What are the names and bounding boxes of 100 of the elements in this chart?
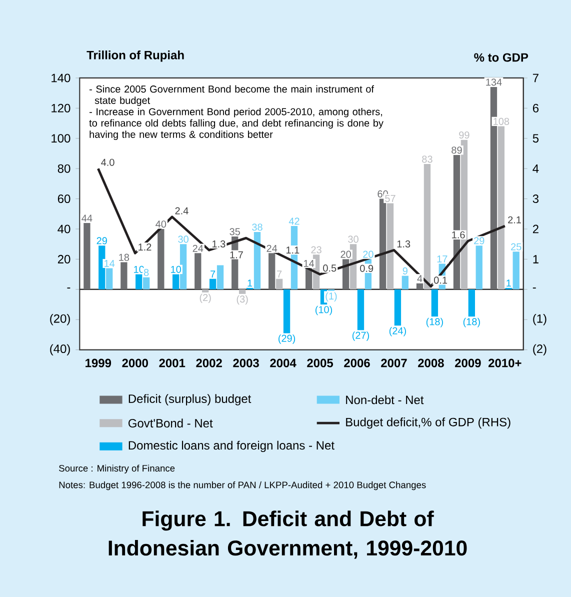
text: Figure 1. Deficit and Debt of Indonesian Government, 1999-2010 (108, 510, 467, 559)
y2-tick-label: - (532, 288, 536, 289)
x-tick-label: 2000 (122, 358, 148, 368)
data-label: 40 (155, 220, 166, 228)
data-label: 25 (510, 243, 522, 250)
annotation: - Since 2005 Government Bond become the main instrument of state budget (89, 85, 374, 106)
bar (431, 289, 438, 317)
data-label: (10) (315, 306, 332, 316)
data-label: 1.3 (397, 240, 410, 248)
bar (498, 126, 504, 290)
y2-tick-label: 6 (532, 104, 538, 112)
x-tick-label: 2002 (196, 358, 222, 368)
bar (416, 283, 423, 290)
y-tick-label: 60 (58, 194, 70, 204)
data-label: (18) (463, 318, 480, 328)
y2-tick-label: (2) (532, 344, 546, 356)
data-label: 30 (178, 236, 188, 243)
data-label: 20 (362, 250, 374, 258)
data-label: 17 (437, 256, 448, 262)
data-label: 108 (493, 118, 509, 125)
line-series (96, 167, 506, 288)
data-label: 99 (458, 131, 470, 139)
x-tick-label: 2004 (270, 358, 296, 368)
data-label: 1.6 (452, 231, 465, 238)
y-tick-label: 120 (51, 104, 70, 112)
data-label: (1) (326, 292, 337, 302)
y2-tick-label: 5 (532, 134, 538, 143)
y2-axis-title: % to GDP (474, 53, 528, 62)
bar (268, 253, 275, 290)
data-label: 44 (81, 214, 92, 222)
bar (254, 232, 260, 290)
bar (424, 164, 430, 290)
data-label: 83 (422, 156, 432, 163)
x-tick-label: 2005 (306, 358, 333, 368)
data-label: (3) (236, 295, 248, 305)
bar (386, 203, 394, 290)
y2-tick-label: (1) (532, 314, 546, 326)
legend-label: Deficit (surplus) budget (128, 394, 251, 406)
data-label: (18) (426, 318, 443, 328)
data-label: 29 (474, 237, 484, 244)
y-tick-label: (40) (50, 344, 70, 356)
data-label: 29 (96, 237, 107, 244)
bar (202, 289, 208, 292)
bar (142, 277, 150, 290)
data-label: 57 (384, 195, 396, 202)
y2-tick-label: 2 (532, 224, 538, 234)
x-tick-label: 2008 (418, 358, 444, 368)
y2-tick-label: 7 (532, 74, 538, 82)
bar (468, 289, 475, 317)
data-label: 4.0 (100, 158, 114, 166)
bar (120, 262, 128, 290)
bar (357, 289, 364, 330)
data-label: (2) (200, 294, 211, 304)
annotation: - Increase in Government Bond period 2005-2010, among others, to refinance old debts falling due, and debt refinancing is done by having the new terms & conditions better (89, 108, 384, 140)
bar (512, 252, 520, 290)
y-tick-label: - (67, 288, 70, 289)
text: Notes: Budget 1996-2008 is the number of PAN / LKPP-Audited + 2010 Budget Changes (59, 481, 426, 490)
y-tick-label: 20 (58, 254, 70, 264)
data-label: 0.9 (360, 264, 373, 272)
bar (238, 289, 246, 294)
data-label: 8 (144, 268, 148, 276)
data-label: 2.1 (508, 216, 521, 224)
bar (276, 278, 282, 290)
legend-label: Budget deficit,% of GDP (RHS) (346, 418, 510, 429)
legend-label: Govt'Bond - Net (128, 418, 213, 428)
data-label: (24) (389, 326, 406, 336)
data-label: 0.1 (434, 276, 447, 284)
data-label: 1.1 (286, 246, 299, 254)
data-label: 1 (248, 280, 252, 287)
bar (216, 265, 224, 290)
data-label: 4 (417, 275, 422, 282)
x-tick-label: 2001 (158, 358, 185, 368)
data-label: 18 (118, 254, 129, 261)
bar (106, 268, 112, 290)
data-label: 0.5 (322, 264, 336, 272)
data-label: 1.2 (138, 244, 151, 250)
x-tick-label: 2010+ (488, 358, 522, 368)
bar (209, 278, 216, 290)
y-axis-title: Trillion of Rupiah (86, 50, 184, 62)
bar (476, 246, 482, 290)
data-label: 20 (340, 250, 351, 258)
bar (172, 274, 179, 290)
data-label: 24 (266, 244, 277, 252)
data-label: 134 (486, 78, 502, 86)
data-label: 1 (506, 280, 511, 287)
data-label: 10 (170, 266, 181, 273)
y-tick-label: (20) (50, 314, 70, 326)
data-label: 9 (402, 267, 408, 274)
data-label: 14 (104, 260, 114, 267)
x-tick-label: 2003 (232, 358, 259, 368)
legend-label: Non-debt - Net (346, 395, 424, 404)
legend-label: Domestic loans and foreign loans - Net (128, 440, 334, 452)
y-tick-label: 80 (58, 164, 70, 173)
bar (180, 244, 186, 290)
y2-tick-label: 3 (532, 194, 538, 204)
x-tick-label: 2009 (454, 358, 481, 368)
data-label: 7 (276, 270, 282, 278)
data-label: 38 (252, 224, 262, 231)
y2-tick-label: 4 (532, 164, 538, 173)
bar (402, 276, 408, 290)
